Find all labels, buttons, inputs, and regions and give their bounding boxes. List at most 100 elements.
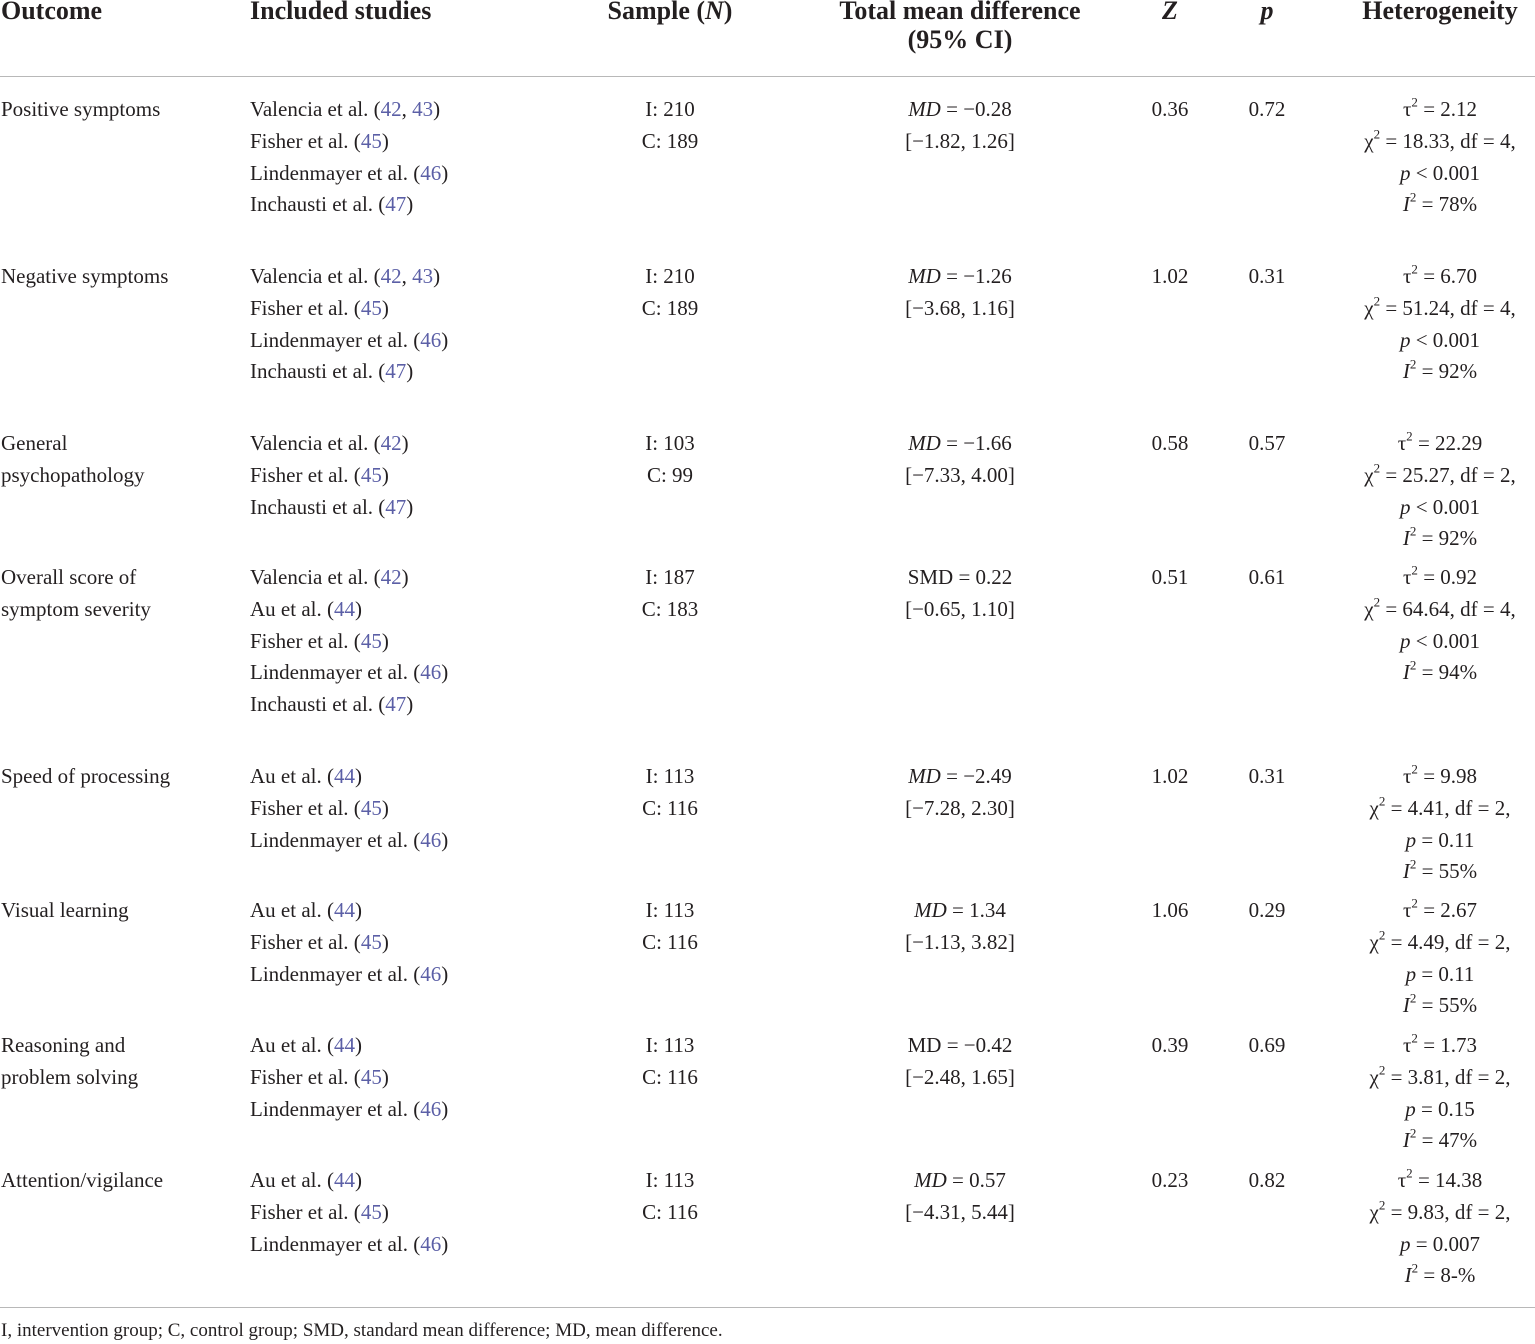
- z-value-cell: 1.06: [1151, 898, 1189, 922]
- study-close-paren: ): [441, 1096, 449, 1121]
- study-close-paren: ): [381, 128, 389, 153]
- chi-squared: χ2 = 51.24, df = 4,: [1340, 293, 1535, 325]
- study-entry: Inchausti et al. (47): [250, 689, 448, 721]
- tau-symbol: τ: [1402, 898, 1412, 922]
- p-symbol: p: [1399, 1231, 1411, 1256]
- tau-value: = 2.67: [1417, 898, 1478, 922]
- reference-link[interactable]: 45: [360, 128, 382, 153]
- reference-link[interactable]: 44: [333, 764, 355, 788]
- tau-symbol: τ: [1402, 1033, 1412, 1057]
- mean-difference-value: SMD = 0.22: [840, 562, 1080, 594]
- mean-difference-cell: MD = 1.34 [−1.13, 3.82]: [840, 895, 1080, 959]
- md-number: = −1.26: [940, 264, 1012, 288]
- i-squared-value: = 92%: [1416, 526, 1478, 551]
- study-close-paren: ): [406, 192, 414, 217]
- study-close-paren: ): [433, 264, 441, 288]
- reference-link[interactable]: 43: [412, 264, 434, 288]
- p-value-cell: 0.69: [1248, 1033, 1286, 1057]
- sample-cell: I: 113 C: 116: [600, 761, 740, 825]
- superscript-2: 2: [1373, 293, 1381, 309]
- reference-link[interactable]: 43: [412, 97, 434, 121]
- reference-link[interactable]: 45: [360, 295, 382, 320]
- heterogeneity-cell: τ2 = 2.12 χ2 = 18.33, df = 4, p < 0.001 I2 …: [1340, 94, 1535, 221]
- study-name: Fisher et al. (: [250, 628, 361, 653]
- i-squared: I2 = 55%: [1340, 990, 1535, 1022]
- reference-link[interactable]: 42: [380, 431, 402, 455]
- md-label: MD: [908, 97, 941, 121]
- i-squared: I2 = 78%: [1340, 189, 1535, 221]
- outcome-cell: Negative symptoms: [1, 261, 168, 293]
- md-number: = −0.42: [941, 1033, 1013, 1057]
- outcome-line: Negative symptoms: [1, 264, 169, 288]
- confidence-interval: [−1.82, 1.26]: [905, 128, 1015, 153]
- outcome-line: Overall score of: [1, 565, 137, 589]
- sample-control: C: 116: [642, 929, 698, 954]
- i-squared: I2 = 94%: [1340, 657, 1535, 689]
- reference-link[interactable]: 44: [333, 898, 355, 922]
- md-number: = −2.49: [940, 764, 1012, 788]
- sample-control: C: 116: [642, 795, 698, 820]
- superscript-2: 2: [1411, 261, 1418, 277]
- reference-link[interactable]: 46: [420, 827, 442, 852]
- z-value-cell: 0.23: [1151, 1168, 1189, 1192]
- outcome-cell: Overall score of symptom severity: [1, 562, 151, 626]
- reference-link[interactable]: 46: [420, 660, 442, 685]
- mean-difference-cell: MD = −2.49 [−7.28, 2.30]: [840, 761, 1080, 825]
- reference-link[interactable]: 45: [360, 1199, 382, 1224]
- reference-link[interactable]: 44: [333, 1033, 355, 1057]
- included-studies-cell: Au et al. (44) Fisher et al. (45) Lindenma…: [250, 1030, 448, 1125]
- reference-link[interactable]: 46: [420, 160, 442, 185]
- study-close-paren: ): [354, 1168, 362, 1192]
- i-squared-value: = 8-%: [1418, 1263, 1476, 1288]
- reference-link[interactable]: 47: [385, 359, 407, 384]
- chi-symbol: χ: [1364, 128, 1374, 153]
- tau-symbol: τ: [1397, 1168, 1407, 1192]
- p-value-cell: 0.72: [1248, 97, 1286, 121]
- reference-link[interactable]: 44: [333, 1168, 355, 1192]
- study-entry: Valencia et al. (42, 43): [250, 261, 448, 293]
- reference-link[interactable]: 46: [420, 1096, 442, 1121]
- heterogeneity-p-value: < 0.001: [1410, 494, 1481, 519]
- i-symbol: I: [1402, 993, 1410, 1018]
- study-entry: Au et al. (44): [250, 1165, 448, 1197]
- reference-link[interactable]: 42: [380, 97, 402, 121]
- reference-link[interactable]: 47: [385, 692, 407, 717]
- reference-link[interactable]: 44: [333, 596, 355, 621]
- tau-value: = 9.98: [1417, 764, 1478, 788]
- study-name: Inchausti et al. (: [250, 359, 386, 384]
- study-close-paren: ): [354, 898, 362, 922]
- header-z: Z: [1162, 0, 1178, 25]
- sample-control: C: 183: [641, 596, 699, 621]
- md-number: = 0.22: [953, 565, 1013, 589]
- study-close-paren: ): [381, 295, 389, 320]
- study-name: Inchausti et al. (: [250, 192, 386, 217]
- reference-link[interactable]: 47: [385, 192, 407, 217]
- sample-intervention: I: 113: [645, 1033, 695, 1057]
- study-close-paren: ): [381, 462, 389, 487]
- reference-link[interactable]: 45: [360, 1064, 382, 1089]
- sample-cell: I: 103 C: 99: [600, 428, 740, 492]
- tau-symbol: τ: [1402, 565, 1412, 589]
- heterogeneity-p: p = 0.11: [1340, 959, 1535, 991]
- reference-link[interactable]: 46: [420, 1231, 442, 1256]
- mean-difference-value: MD = −0.28: [840, 94, 1080, 126]
- study-name: Inchausti et al. (: [250, 494, 386, 519]
- reference-link[interactable]: 46: [420, 327, 442, 352]
- reference-link[interactable]: 45: [360, 795, 382, 820]
- i-squared: I2 = 8-%: [1340, 1260, 1535, 1292]
- study-entry: Lindenmayer et al. (46): [250, 825, 448, 857]
- mean-difference-cell: MD = −1.26 [−3.68, 1.16]: [840, 261, 1080, 325]
- table-footnote: I, intervention group; C, control group;…: [1, 1320, 723, 1341]
- study-name: Valencia et al. (: [250, 565, 381, 589]
- reference-link[interactable]: 45: [360, 628, 382, 653]
- reference-link[interactable]: 45: [360, 462, 382, 487]
- reference-link[interactable]: 46: [420, 961, 442, 986]
- reference-link[interactable]: 42: [380, 264, 402, 288]
- study-close-paren: ): [401, 565, 409, 589]
- reference-link[interactable]: 42: [380, 565, 402, 589]
- reference-link[interactable]: 47: [385, 494, 407, 519]
- heterogeneity-cell: τ2 = 1.73 χ2 = 3.81, df = 2, p = 0.15 I2 = …: [1340, 1030, 1535, 1157]
- i-squared-value: = 55%: [1416, 859, 1478, 884]
- superscript-2: 2: [1411, 94, 1418, 110]
- reference-link[interactable]: 45: [360, 929, 382, 954]
